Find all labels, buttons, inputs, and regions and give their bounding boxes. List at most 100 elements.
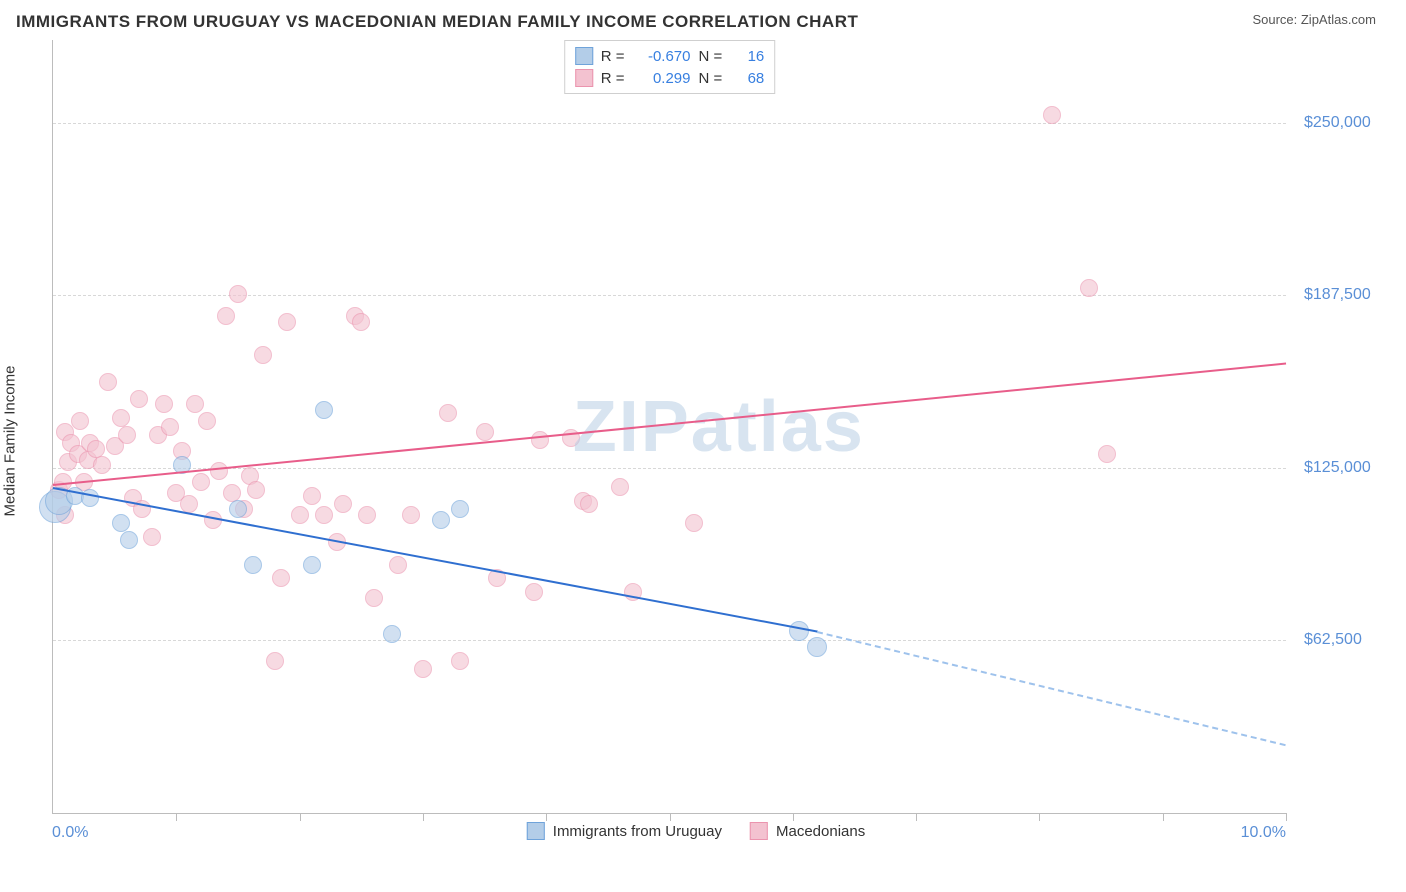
point-macedonian [531, 431, 549, 449]
point-uruguay [244, 556, 262, 574]
x-tick [670, 813, 671, 821]
point-macedonian [180, 495, 198, 513]
n-value-macedonian: 68 [730, 70, 764, 87]
x-tick [423, 813, 424, 821]
n-value-uruguay: 16 [730, 48, 764, 65]
gridline [53, 640, 1286, 641]
point-macedonian [130, 390, 148, 408]
point-macedonian [685, 514, 703, 532]
legend-item-macedonian: Macedonians [750, 822, 865, 840]
point-macedonian [112, 409, 130, 427]
regression-line [817, 631, 1286, 746]
swatch-macedonian [750, 822, 768, 840]
x-tick [1286, 813, 1287, 821]
gridline [53, 123, 1286, 124]
point-macedonian [476, 423, 494, 441]
point-uruguay [807, 637, 827, 657]
point-macedonian [451, 652, 469, 670]
point-macedonian [198, 412, 216, 430]
point-macedonian [365, 589, 383, 607]
legend-item-uruguay: Immigrants from Uruguay [527, 822, 722, 840]
point-macedonian [266, 652, 284, 670]
y-tick-label: $62,500 [1304, 631, 1362, 649]
point-uruguay [432, 511, 450, 529]
y-tick-label: $250,000 [1304, 114, 1371, 132]
source-label: Source: [1252, 12, 1300, 27]
source-name: ZipAtlas.com [1301, 12, 1376, 27]
legend-series: Immigrants from Uruguay Macedonians [527, 822, 865, 840]
x-tick [1163, 813, 1164, 821]
point-uruguay [451, 500, 469, 518]
point-uruguay [229, 500, 247, 518]
point-uruguay [303, 556, 321, 574]
point-macedonian [118, 426, 136, 444]
point-macedonian [161, 418, 179, 436]
x-axis-max-label: 10.0% [1241, 824, 1286, 842]
point-macedonian [334, 495, 352, 513]
point-macedonian [291, 506, 309, 524]
point-macedonian [87, 440, 105, 458]
point-macedonian [223, 484, 241, 502]
swatch-uruguay [575, 47, 593, 65]
chart-container: Median Family Income ZIPatlas R = -0.670… [16, 40, 1376, 842]
point-macedonian [580, 495, 598, 513]
point-macedonian [439, 404, 457, 422]
gridline [53, 468, 1286, 469]
x-tick [546, 813, 547, 821]
point-macedonian [247, 481, 265, 499]
x-tick [916, 813, 917, 821]
point-uruguay [789, 621, 809, 641]
point-macedonian [352, 313, 370, 331]
r-value-uruguay: -0.670 [633, 48, 691, 65]
point-macedonian [210, 462, 228, 480]
point-uruguay [383, 625, 401, 643]
point-macedonian [217, 307, 235, 325]
point-macedonian [93, 456, 111, 474]
point-uruguay [112, 514, 130, 532]
point-macedonian [1043, 106, 1061, 124]
point-macedonian [272, 569, 290, 587]
y-tick-label: $187,500 [1304, 286, 1371, 304]
chart-title: IMMIGRANTS FROM URUGUAY VS MACEDONIAN ME… [16, 12, 858, 32]
n-label: N = [699, 70, 723, 87]
y-tick-label: $125,000 [1304, 459, 1371, 477]
x-tick [793, 813, 794, 821]
point-macedonian [414, 660, 432, 678]
watermark-atlas: atlas [691, 387, 865, 467]
point-macedonian [358, 506, 376, 524]
legend-stats-row-macedonian: R = 0.299 N = 68 [575, 67, 765, 89]
point-macedonian [562, 429, 580, 447]
swatch-macedonian [575, 69, 593, 87]
point-macedonian [192, 473, 210, 491]
point-macedonian [229, 285, 247, 303]
point-macedonian [315, 506, 333, 524]
point-macedonian [254, 346, 272, 364]
point-macedonian [1098, 445, 1116, 463]
point-macedonian [1080, 279, 1098, 297]
regression-line [53, 487, 818, 633]
source-attribution: Source: ZipAtlas.com [1252, 12, 1376, 27]
point-macedonian [402, 506, 420, 524]
legend-label-macedonian: Macedonians [776, 823, 865, 840]
point-uruguay [120, 531, 138, 549]
y-axis-label: Median Family Income [2, 366, 19, 517]
point-macedonian [143, 528, 161, 546]
legend-stats-row-uruguay: R = -0.670 N = 16 [575, 45, 765, 67]
legend-stats-box: R = -0.670 N = 16 R = 0.299 N = 68 [564, 40, 776, 94]
x-tick [1039, 813, 1040, 821]
point-macedonian [525, 583, 543, 601]
x-axis-min-label: 0.0% [52, 824, 88, 842]
r-value-macedonian: 0.299 [633, 70, 691, 87]
point-macedonian [186, 395, 204, 413]
point-uruguay [315, 401, 333, 419]
point-macedonian [611, 478, 629, 496]
n-label: N = [699, 48, 723, 65]
point-macedonian [155, 395, 173, 413]
plot-area: ZIPatlas R = -0.670 N = 16 R = 0.299 N =… [52, 40, 1286, 814]
x-tick [300, 813, 301, 821]
point-macedonian [278, 313, 296, 331]
header: IMMIGRANTS FROM URUGUAY VS MACEDONIAN ME… [0, 0, 1406, 32]
point-macedonian [389, 556, 407, 574]
r-label: R = [601, 48, 625, 65]
r-label: R = [601, 70, 625, 87]
